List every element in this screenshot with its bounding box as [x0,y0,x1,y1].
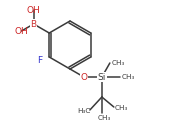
Text: CH₃: CH₃ [114,105,128,111]
Text: CH₃: CH₃ [121,74,135,80]
Text: OH: OH [15,27,28,35]
Text: CH₃: CH₃ [97,115,110,121]
Text: Si: Si [98,73,106,82]
Text: B: B [31,20,37,28]
Text: CH₃: CH₃ [111,60,125,66]
Text: O: O [80,73,87,82]
Text: OH: OH [27,5,41,15]
Text: H₃C: H₃C [77,108,90,114]
Text: F: F [37,56,42,64]
